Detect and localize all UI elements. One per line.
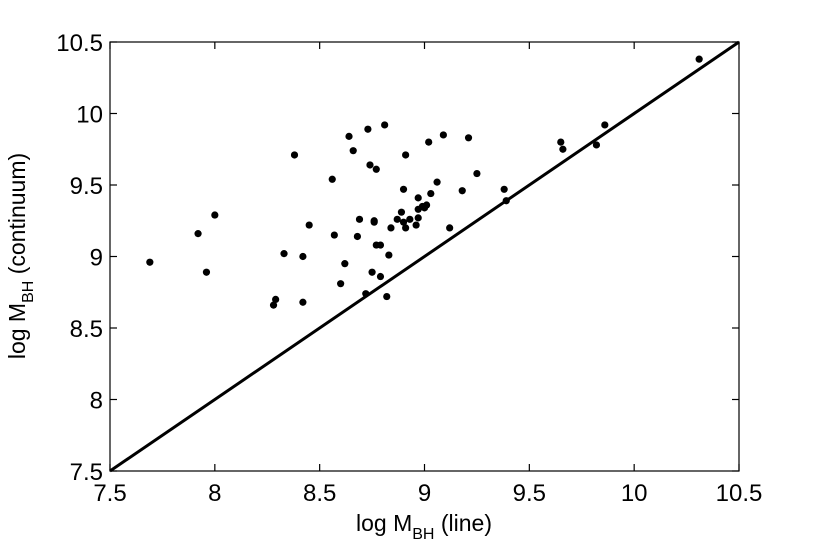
data-point	[345, 132, 353, 140]
data-point	[370, 218, 378, 226]
data-point	[376, 272, 385, 281]
data-point	[387, 224, 395, 232]
data-point	[473, 169, 481, 178]
data-point	[402, 224, 410, 232]
data-point	[458, 187, 466, 195]
x-tick-label: 7.5	[93, 480, 126, 507]
data-point	[355, 215, 364, 223]
data-point	[353, 232, 362, 241]
y-tick-label: 10	[76, 102, 103, 129]
data-point	[272, 295, 280, 303]
data-point	[269, 301, 278, 309]
data-point	[393, 215, 401, 223]
y-tick-label: 9.5	[70, 173, 103, 200]
data-point	[559, 145, 567, 153]
data-point	[376, 241, 385, 249]
x-tick-label: 8	[208, 480, 221, 507]
x-axis-ticks: 7.5 8 8.5 9 9.5 10 10.5	[93, 42, 762, 507]
data-point	[341, 260, 349, 268]
data-point	[433, 178, 441, 186]
x-tick-label: 10.5	[716, 480, 763, 507]
data-point	[381, 121, 389, 129]
data-point	[328, 175, 336, 183]
data-point	[290, 151, 299, 159]
data-point	[305, 221, 313, 229]
data-point	[364, 125, 372, 133]
data-point	[299, 298, 307, 306]
data-point	[592, 141, 601, 149]
data-point	[427, 189, 435, 198]
y-axis-label: log MBH (continuum)	[4, 153, 37, 359]
data-point	[500, 185, 508, 193]
y-tick-label: 8	[90, 388, 103, 415]
data-point	[280, 250, 288, 258]
data-point	[402, 151, 410, 159]
data-point	[211, 211, 219, 219]
x-tick-label: 8.5	[303, 480, 336, 507]
data-point	[446, 224, 454, 232]
data-point	[397, 208, 406, 216]
data-point	[299, 252, 307, 261]
identity-line	[109, 40, 740, 473]
data-point	[439, 131, 447, 139]
data-point	[601, 121, 609, 129]
data-point	[383, 292, 391, 301]
data-point	[406, 215, 414, 223]
data-point	[146, 258, 154, 266]
data-point	[362, 290, 370, 298]
data-point	[368, 268, 376, 276]
data-point	[464, 134, 473, 142]
data-point	[412, 221, 420, 229]
data-point	[414, 214, 422, 222]
y-tick-label: 7.5	[70, 459, 103, 486]
data-point	[349, 147, 357, 155]
data-point	[502, 197, 510, 205]
data-point	[202, 268, 211, 276]
data-point	[557, 138, 565, 146]
reference-line-layer	[109, 40, 740, 473]
y-tick-label: 9	[90, 245, 103, 272]
data-point	[330, 231, 338, 239]
x-axis-label: log MBH (line)	[356, 510, 492, 543]
data-point	[414, 194, 422, 202]
data-point	[422, 201, 431, 209]
data-point	[399, 218, 408, 226]
x-tick-label: 10	[621, 480, 648, 507]
data-point	[372, 165, 380, 173]
data-point	[695, 55, 703, 63]
y-axis-ticks: 7.5 8 8.5 9 9.5 10 10.5	[56, 30, 739, 486]
y-tick-label: 10.5	[56, 30, 103, 57]
data-point	[425, 138, 433, 146]
data-point	[385, 251, 393, 259]
data-point	[366, 161, 374, 169]
y-tick-label: 8.5	[70, 316, 103, 343]
x-tick-label: 9.5	[513, 480, 546, 507]
data-point	[399, 185, 408, 193]
data-point	[194, 230, 202, 238]
data-point	[337, 280, 345, 288]
x-tick-label: 9	[418, 480, 431, 507]
data-points	[146, 55, 703, 309]
